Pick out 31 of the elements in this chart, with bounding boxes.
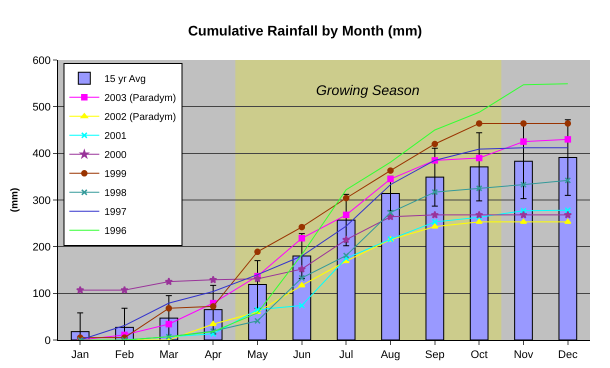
x-tick-label: Oct — [470, 349, 488, 362]
x-tick-label: Jul — [339, 349, 354, 362]
y-tick-label: 0 — [44, 334, 51, 347]
legend-label: 1999 — [104, 169, 128, 180]
y-tick-label: 400 — [32, 148, 51, 160]
y-axis-title: (mm) — [9, 188, 20, 212]
y-tick-label: 600 — [32, 54, 51, 67]
y-tick-label: 200 — [32, 242, 51, 254]
y-tick-label: 100 — [32, 288, 51, 300]
x-tick-label: Sep — [425, 349, 445, 362]
legend-label: 2001 — [104, 131, 128, 142]
legend-label: 2000 — [104, 150, 128, 162]
legend-label: 1998 — [104, 188, 128, 200]
legend-label: 1996 — [104, 226, 128, 238]
y-tick-label: 500 — [32, 102, 51, 114]
legend-label: 2003 (Paradym) — [104, 93, 176, 104]
legend-label: 1997 — [104, 207, 128, 218]
x-tick-label: Feb — [115, 349, 134, 362]
legend-label: 2002 (Paradym) — [104, 112, 176, 124]
legend-label: 15 yr Avg — [104, 74, 146, 86]
y-tick-label: 300 — [32, 194, 51, 207]
chart-title: Cumulative Rainfall by Month (mm) — [188, 22, 422, 39]
x-tick-label: Nov — [514, 349, 534, 362]
x-tick-label: Mar — [159, 349, 179, 362]
x-tick-label: Aug — [380, 349, 400, 362]
x-tick-label: Jan — [71, 349, 90, 362]
x-tick-label: May — [247, 349, 268, 362]
x-tick-label: Jun — [292, 349, 311, 362]
band-label: Growing Season — [316, 82, 420, 98]
x-tick-label: Dec — [558, 349, 578, 362]
x-tick-label: Apr — [204, 349, 222, 362]
